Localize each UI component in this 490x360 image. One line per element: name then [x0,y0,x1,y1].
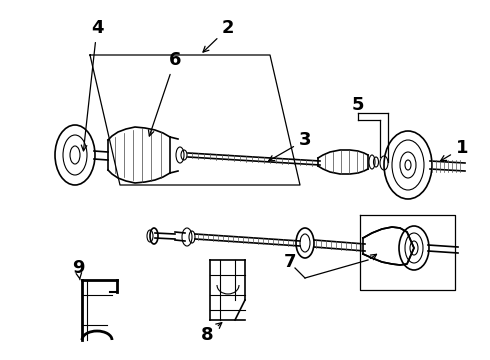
Text: 2: 2 [203,19,234,52]
Text: 4: 4 [81,19,103,151]
Text: 8: 8 [201,323,222,344]
Text: 5: 5 [352,96,364,114]
Text: 7: 7 [284,253,296,271]
Text: 1: 1 [441,139,468,161]
Text: 9: 9 [72,259,84,280]
Text: 3: 3 [269,131,311,161]
Text: 6: 6 [148,51,181,136]
